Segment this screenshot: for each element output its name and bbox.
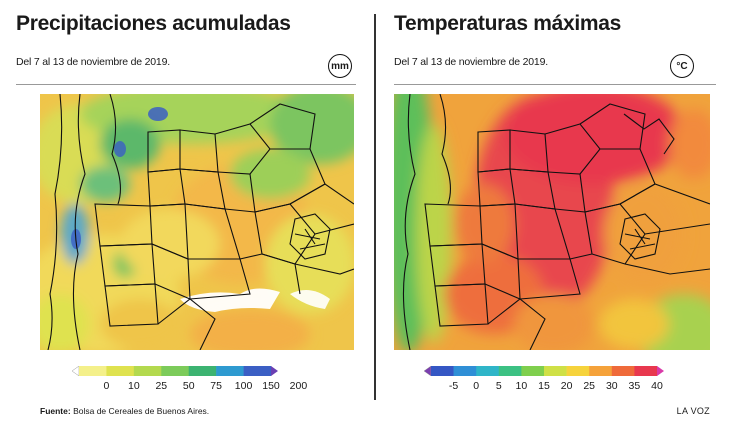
temperature-legend-label: 0	[473, 380, 480, 392]
legend-low-arrow	[72, 366, 80, 376]
temperature-legend-swatch	[544, 366, 567, 376]
precipitation-legend-label: 0	[103, 380, 110, 392]
precipitation-legend-label: 100	[234, 380, 253, 392]
mm-unit-badge: mm	[328, 54, 352, 78]
precipitation-legend-label: 25	[155, 380, 168, 392]
temperature-legend-swatch	[476, 366, 500, 376]
temperature-legend-bar	[424, 366, 664, 376]
source-note: Fuente: Bolsa de Cereales de Buenos Aire…	[40, 406, 209, 416]
temperature-title: Temperaturas máximas	[394, 12, 622, 35]
precipitation-legend-swatch	[188, 366, 217, 376]
temperature-legend-swatch	[431, 366, 454, 376]
precipitation-legend-swatch	[106, 366, 135, 376]
header-rule	[394, 84, 716, 85]
temperature-legend-label: 25	[583, 380, 596, 392]
precipitation-legend-label: 75	[210, 380, 222, 392]
temperature-legend-labels: -5 0 5 10 15 20 25 30 35 40	[424, 380, 664, 394]
source-text: Bolsa de Cereales de Buenos Aires.	[73, 406, 210, 416]
temperature-legend-label: 10	[515, 380, 528, 392]
temperature-legend-label: 15	[538, 380, 550, 392]
temperature-legend-swatch	[453, 366, 477, 376]
legend-high-arrow	[271, 366, 278, 376]
temperature-legend-label: 30	[605, 380, 618, 392]
temperature-legend-label: 5	[495, 380, 502, 392]
temperature-legend-label: -5	[448, 380, 459, 392]
temperature-map	[394, 94, 710, 350]
temperature-legend-swatch	[634, 366, 658, 376]
precipitation-legend-label: 10	[128, 380, 140, 392]
province-borders	[402, 94, 710, 350]
panel-divider	[374, 14, 376, 400]
precipitation-legend-bar	[72, 366, 278, 376]
precipitation-legend-swatch	[243, 366, 272, 376]
precipitation-legend-label: 150	[262, 380, 280, 392]
precipitation-legend-label: 50	[182, 380, 195, 392]
precipitation-legend-swatch	[216, 366, 244, 376]
celsius-unit-badge: °C	[670, 54, 694, 78]
temperature-legend-swatch	[566, 366, 590, 376]
precipitation-legend-swatch	[79, 366, 107, 376]
temperature-panel: Temperaturas máximas Del 7 al 13 de novi…	[378, 0, 750, 400]
temperature-legend-swatch	[589, 366, 613, 376]
source-label: Fuente:	[40, 406, 71, 416]
precipitation-legend-labels: 0 10 25 50 75 100 150 200	[72, 380, 308, 394]
header-rule	[16, 84, 356, 85]
temperature-legend-label: 35	[628, 380, 641, 392]
precipitation-map	[40, 94, 354, 350]
temperature-legend-swatch	[611, 366, 635, 376]
precipitation-legend-swatch	[133, 366, 162, 376]
brand-logo-text: LA VOZ	[676, 406, 710, 416]
legend-high-arrow	[657, 366, 664, 376]
legend-low-arrow	[424, 366, 432, 376]
temperature-legend-swatch	[498, 366, 522, 376]
temperature-legend-swatch	[521, 366, 545, 376]
province-borders	[47, 94, 354, 350]
precipitation-title: Precipitaciones acumuladas	[16, 12, 291, 35]
precipitation-legend-label: 200	[289, 380, 308, 392]
temperature-date-range: Del 7 al 13 de noviembre de 2019.	[394, 56, 548, 68]
precipitation-date-range: Del 7 al 13 de noviembre de 2019.	[16, 56, 170, 68]
temperature-legend-label: 40	[651, 380, 663, 392]
precipitation-legend-swatch	[161, 366, 190, 376]
precipitation-panel: Precipitaciones acumuladas Del 7 al 13 d…	[0, 0, 372, 400]
temperature-legend-label: 20	[560, 380, 573, 392]
